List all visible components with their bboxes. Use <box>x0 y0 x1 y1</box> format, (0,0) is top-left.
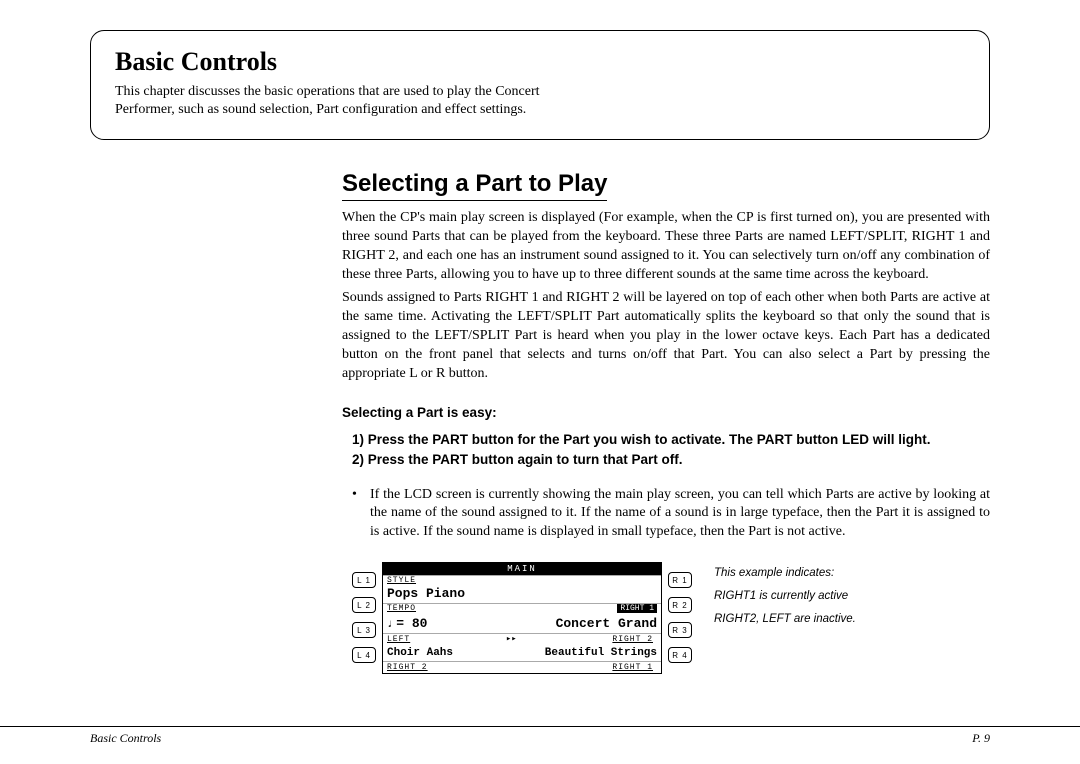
intro-box: Basic Controls This chapter discusses th… <box>90 30 990 140</box>
footer-left: Basic Controls <box>90 731 161 746</box>
btn-r3: R 3 <box>668 622 692 638</box>
lcd-label-right2: RIGHT 2 <box>608 635 657 644</box>
chapter-intro-text: This chapter discusses the basic operati… <box>115 83 545 119</box>
caption-line-2: RIGHT1 is currently active <box>714 585 856 608</box>
lcd-label-r2b: RIGHT 2 <box>387 663 432 672</box>
step-2: 2) Press the PART button again to turn t… <box>352 450 990 470</box>
btn-l4: L 4 <box>352 647 376 663</box>
lcd-style-value: Pops Piano <box>387 586 465 601</box>
section-p2: Sounds assigned to Parts RIGHT 1 and RIG… <box>342 289 990 383</box>
subsection-heading: Selecting a Part is easy: <box>342 405 990 420</box>
section-body: When the CP's main play screen is displa… <box>342 209 990 383</box>
lcd-tempo-value: ♩= 80 <box>387 616 427 631</box>
btn-r2: R 2 <box>668 597 692 613</box>
lcd-right2-sound: Beautiful Strings <box>545 647 657 659</box>
btn-r1: R 1 <box>668 572 692 588</box>
section-heading: Selecting a Part to Play <box>342 170 607 201</box>
caption-line-1: This example indicates: <box>714 562 856 585</box>
lcd-label-style: STYLE <box>383 576 661 585</box>
lcd-badge-right1: RIGHT 1 <box>617 604 657 613</box>
lcd-row-left-right2: LEFT ▸▸ RIGHT 2 Choir Aahs Beautiful Str… <box>383 633 661 661</box>
btn-l2: L 2 <box>352 597 376 613</box>
steps-list: 1) Press the PART button for the Part yo… <box>352 430 990 469</box>
lcd-cluster: L 1 L 2 L 3 L 4 MAIN STYLE Pops Piano TE… <box>352 562 692 674</box>
right-side-buttons: R 1 R 2 R 3 R 4 <box>668 562 692 674</box>
btn-r4: R 4 <box>668 647 692 663</box>
lcd-right1-sound: Concert Grand <box>556 616 657 631</box>
footer-right: P. 9 <box>972 731 990 746</box>
bullet-dot: • <box>352 486 370 543</box>
lcd-row-bottom: RIGHT 2 RIGHT 1 <box>383 661 661 673</box>
lcd-screen: MAIN STYLE Pops Piano TEMPO RIGHT 1 ♩= 8… <box>382 562 662 674</box>
btn-l1: L 1 <box>352 572 376 588</box>
section-p1: When the CP's main play screen is displa… <box>342 209 990 285</box>
lcd-row-tempo: TEMPO RIGHT 1 ♩= 80 Concert Grand <box>383 603 661 633</box>
step-1: 1) Press the PART button for the Part yo… <box>352 430 990 450</box>
lcd-label-r1b: RIGHT 1 <box>608 663 657 672</box>
bullet-text: If the LCD screen is currently showing t… <box>370 486 990 543</box>
lcd-caption: This example indicates: RIGHT1 is curren… <box>714 562 856 631</box>
bullet-note: • If the LCD screen is currently showing… <box>352 486 990 543</box>
btn-l3: L 3 <box>352 622 376 638</box>
lcd-figure: L 1 L 2 L 3 L 4 MAIN STYLE Pops Piano TE… <box>352 562 990 674</box>
page-footer: Basic Controls P. 9 <box>0 726 1080 746</box>
lcd-topbar: MAIN <box>383 563 661 575</box>
lcd-row-style: STYLE Pops Piano <box>383 575 661 603</box>
lcd-left-sound: Choir Aahs <box>387 647 453 659</box>
lcd-label-left: LEFT <box>387 635 414 644</box>
chapter-title: Basic Controls <box>115 47 965 77</box>
caption-line-3: RIGHT2, LEFT are inactive. <box>714 608 856 631</box>
lcd-label-tempo: TEMPO <box>387 604 420 613</box>
ff-icon: ▸▸ <box>506 634 517 644</box>
left-side-buttons: L 1 L 2 L 3 L 4 <box>352 562 376 674</box>
